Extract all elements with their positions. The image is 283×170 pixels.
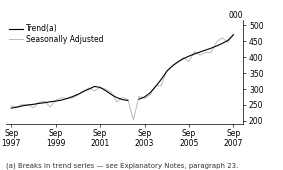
Text: (a) Breaks in trend series — see Explanatory Notes, paragraph 23.: (a) Breaks in trend series — see Explana…	[6, 163, 238, 169]
Legend: Trend(a), Seasonally Adjusted: Trend(a), Seasonally Adjusted	[9, 24, 104, 44]
Text: 000: 000	[229, 11, 243, 20]
